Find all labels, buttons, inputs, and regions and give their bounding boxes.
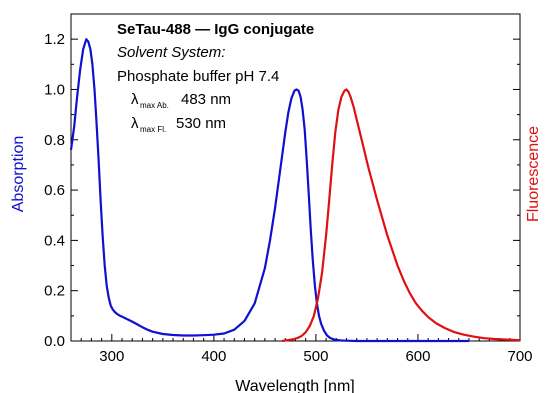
- plot-border: [70, 13, 521, 342]
- annotation-box: SeTau-488 — IgG conjugate Solvent System…: [117, 21, 314, 134]
- annotation-solvent: Phosphate buffer pH 7.4: [117, 68, 279, 85]
- annotation-title: SeTau-488 — IgG conjugate: [117, 21, 314, 38]
- y-tick-label: 0.2: [44, 283, 65, 300]
- x-tick-label: 600: [405, 348, 430, 365]
- lambda-fl-subscript: max Fl.: [140, 125, 166, 134]
- right-y-axis-label: Fluorescence: [525, 126, 542, 222]
- series-lines: [69, 38, 521, 343]
- x-tick-label: 500: [303, 348, 328, 365]
- y-tick-label: 1.2: [44, 31, 65, 48]
- y-tick-label: 0.8: [44, 132, 65, 149]
- x-axis-label: Wavelength [nm]: [235, 378, 354, 393]
- lambda-abs-subscript: max Ab.: [140, 101, 169, 110]
- y-tick-label: 1.0: [44, 81, 65, 98]
- annotation-solvent-label: Solvent System:: [117, 44, 225, 61]
- lambda-abs-value: 483 nm: [181, 91, 231, 108]
- x-tick-label: 700: [507, 348, 532, 365]
- absorption-series-line: [69, 38, 469, 343]
- x-tick-label: 400: [201, 348, 226, 365]
- x-axis-ticks: 300 400 500 600 700: [80, 334, 533, 365]
- plot-frame: [70, 13, 521, 342]
- lambda-fl-symbol: λ: [131, 115, 139, 132]
- fluorescence-series-line: [282, 88, 521, 343]
- y-tick-label: 0.0: [44, 333, 65, 350]
- y-tick-label: 0.4: [44, 232, 65, 249]
- left-y-axis-label: Absorption: [10, 136, 27, 213]
- x-tick-label: 300: [99, 348, 124, 365]
- y-tick-label: 0.6: [44, 182, 65, 199]
- lambda-abs-symbol: λ: [131, 91, 139, 108]
- y-axis-ticks: 0.0 0.2 0.4 0.6 0.8 1.0 1.2: [44, 13, 520, 350]
- lambda-fl-value: 530 nm: [176, 115, 226, 132]
